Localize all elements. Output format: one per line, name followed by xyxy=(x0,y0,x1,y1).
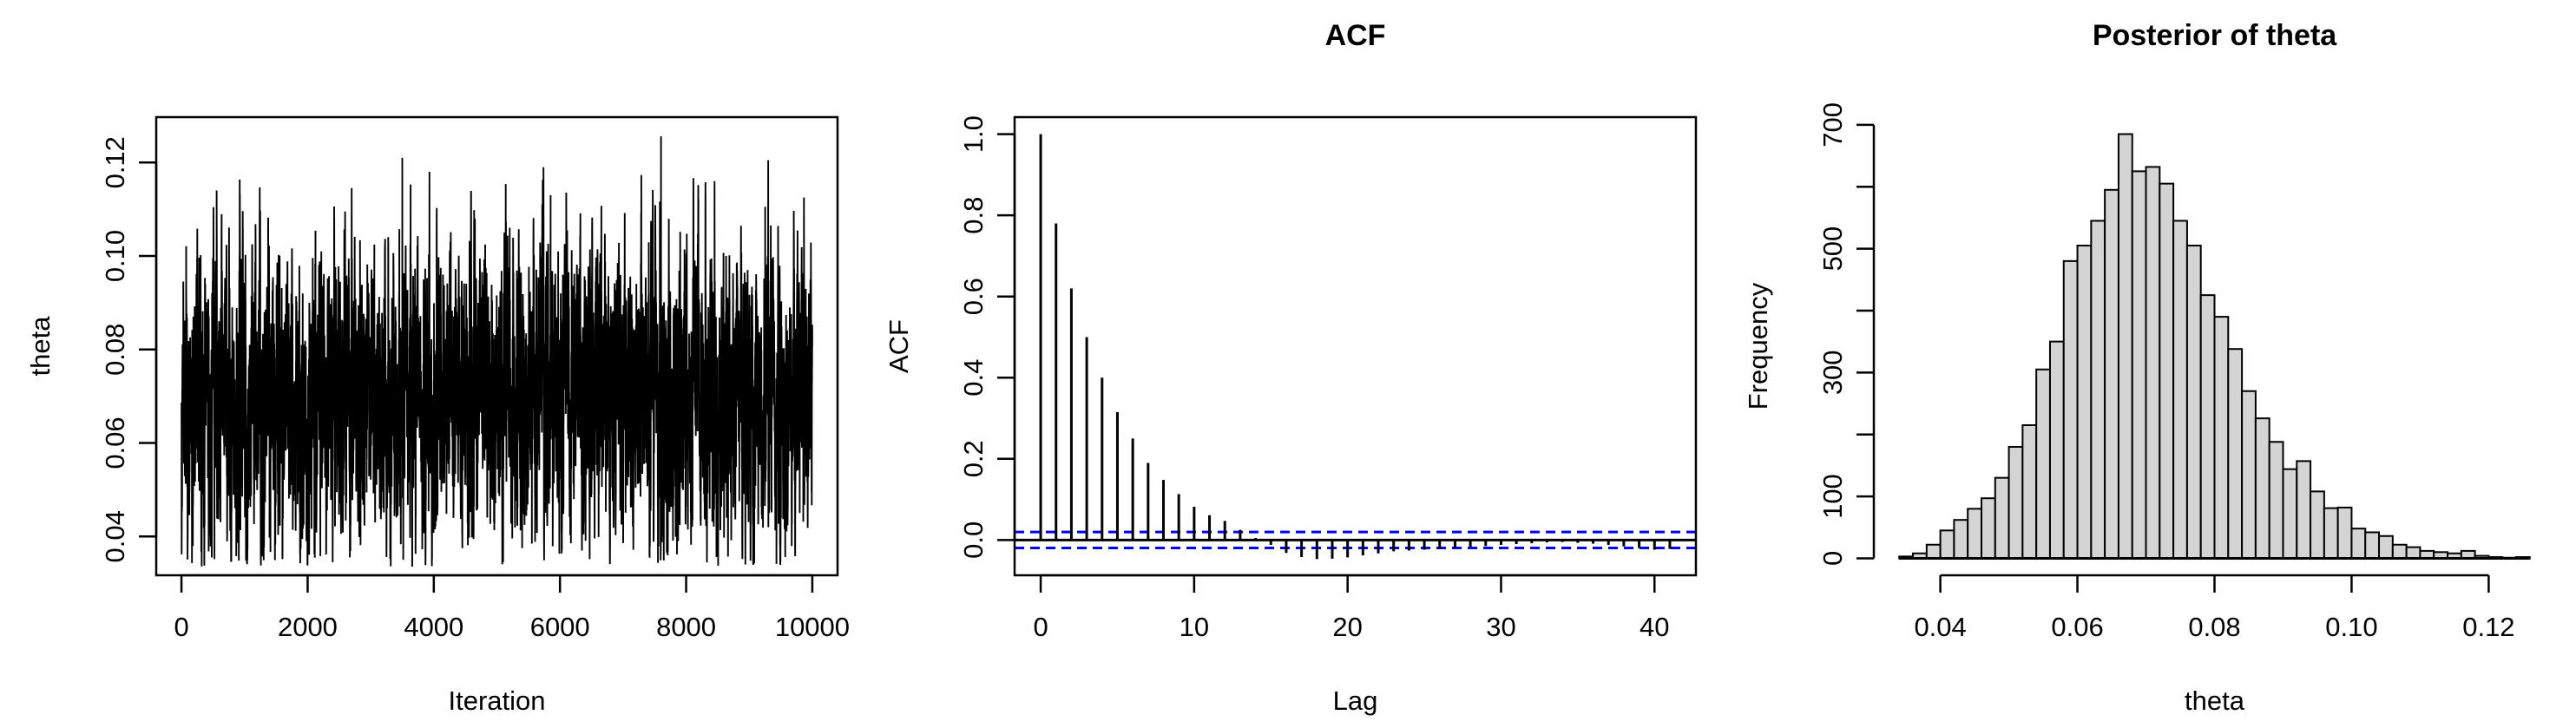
x-tick-label: 0.10 xyxy=(2325,612,2377,642)
hist-bar xyxy=(2062,259,2079,560)
hist-bar xyxy=(2282,468,2297,560)
hist-bar xyxy=(2377,535,2394,560)
hist-bar xyxy=(2199,294,2216,560)
hist-bar xyxy=(1980,497,1996,560)
hist-bar xyxy=(2240,390,2257,560)
x-tick-label: 0.08 xyxy=(2188,612,2240,642)
y-axis-title: theta xyxy=(25,316,56,377)
x-tick-label: 10 xyxy=(1180,612,1209,642)
hist-bar xyxy=(2405,546,2422,560)
hist-bar xyxy=(1925,543,1942,560)
hist-bar xyxy=(2254,417,2270,560)
x-axis-title: Lag xyxy=(1333,685,1378,716)
x-axis-title: theta xyxy=(2185,685,2245,716)
posterior-histogram-panel: 0.04 0.06 0.08 0.10 0.12 0 100 300 500 700 Posteri… xyxy=(1718,0,2576,728)
hist-bar xyxy=(1953,519,1968,560)
chart-title: ACF xyxy=(1325,19,1386,52)
x-tick-label: 6000 xyxy=(530,612,590,642)
trace-line xyxy=(181,136,813,567)
hist-bar xyxy=(1966,508,1982,560)
y-tick-label: 500 xyxy=(1817,226,1848,272)
y-tick-label: 100 xyxy=(1817,474,1848,519)
hist-bar xyxy=(2309,490,2325,560)
trace-plot-panel: 0 2000 4000 6000 8000 10000 0.04 0.06 0.08 0.10 0.… xyxy=(0,0,858,728)
x-tick-label: 2000 xyxy=(278,612,338,642)
y-tick-label: 300 xyxy=(1817,350,1848,395)
y-tick-label: 0.4 xyxy=(958,359,989,397)
y-tick-label: 0.0 xyxy=(958,521,989,559)
hist-bar xyxy=(2336,506,2353,560)
y-tick-label: 0 xyxy=(1817,551,1848,566)
hist-bar xyxy=(2103,188,2119,560)
y-tick-label: 0.06 xyxy=(100,416,130,469)
hist-bar xyxy=(2295,460,2311,560)
hist-bar xyxy=(2117,133,2133,560)
x-axis-title: Iteration xyxy=(449,685,546,716)
hist-bar xyxy=(2172,220,2188,560)
y-tick-label: 0.10 xyxy=(100,230,130,282)
hist-bar xyxy=(2021,423,2037,560)
y-tick-label: 0.6 xyxy=(958,278,989,315)
y-axis-title: ACF xyxy=(884,319,914,373)
hist-bar xyxy=(2185,245,2202,560)
chart-title: Posterior of theta xyxy=(2092,19,2336,52)
hist-bar xyxy=(2268,441,2284,560)
y-tick-label: 700 xyxy=(1817,102,1848,148)
hist-bar xyxy=(2131,170,2147,560)
hist-bar xyxy=(2076,245,2093,560)
acf-plot-svg: 0 10 20 30 40 0.0 0.2 0.4 0.6 0.8 1.0 ACF Lag ACF xyxy=(884,19,1698,716)
x-tick-label: 20 xyxy=(1333,612,1363,642)
hist-bar xyxy=(2034,368,2051,560)
y-tick-label: 0.04 xyxy=(100,510,130,562)
hist-bar xyxy=(2008,445,2024,560)
x-tick-label: 10000 xyxy=(775,612,850,642)
acf-plot-panel: 0 10 20 30 40 0.0 0.2 0.4 0.6 0.8 1.0 ACF Lag ACF xyxy=(858,0,1717,728)
x-tick-label: 40 xyxy=(1640,612,1669,642)
hist-bar xyxy=(1994,476,2010,560)
hist-bar xyxy=(2213,316,2229,560)
y-axis-title: Frequency xyxy=(1743,282,1773,410)
x-tick-label: 0.06 xyxy=(2051,612,2103,642)
x-tick-label: 0.04 xyxy=(1914,612,1966,642)
hist-bar xyxy=(2158,182,2174,560)
x-tick-label: 0 xyxy=(1034,612,1048,642)
x-tick-label: 0.12 xyxy=(2462,612,2514,642)
y-tick-label: 0.8 xyxy=(958,197,989,234)
hist-bar xyxy=(2090,220,2106,560)
posterior-histogram-svg: 0.04 0.06 0.08 0.10 0.12 0 100 300 500 700 Posteri… xyxy=(1743,19,2531,716)
x-tick-label: 8000 xyxy=(656,612,716,642)
x-tick-label: 30 xyxy=(1487,612,1516,642)
trace-plot-svg: 0 2000 4000 6000 8000 10000 0.04 0.06 0.08 0.10 0.… xyxy=(25,115,850,716)
y-tick-label: 0.08 xyxy=(100,324,130,376)
y-tick-label: 0.2 xyxy=(958,440,989,477)
y-tick-label: 1.0 xyxy=(958,115,989,153)
hist-bar xyxy=(2363,531,2380,560)
hist-bar xyxy=(2391,543,2408,560)
y-tick-label: 0.12 xyxy=(100,136,130,188)
hist-bar xyxy=(2323,507,2339,560)
x-tick-label: 0 xyxy=(174,612,188,642)
hist-bar xyxy=(2350,528,2366,560)
x-tick-label: 4000 xyxy=(404,612,463,642)
hist-bar xyxy=(2226,348,2243,560)
hist-bar xyxy=(2145,166,2160,560)
hist-bar xyxy=(1939,529,1955,560)
hist-bar xyxy=(2048,340,2065,560)
